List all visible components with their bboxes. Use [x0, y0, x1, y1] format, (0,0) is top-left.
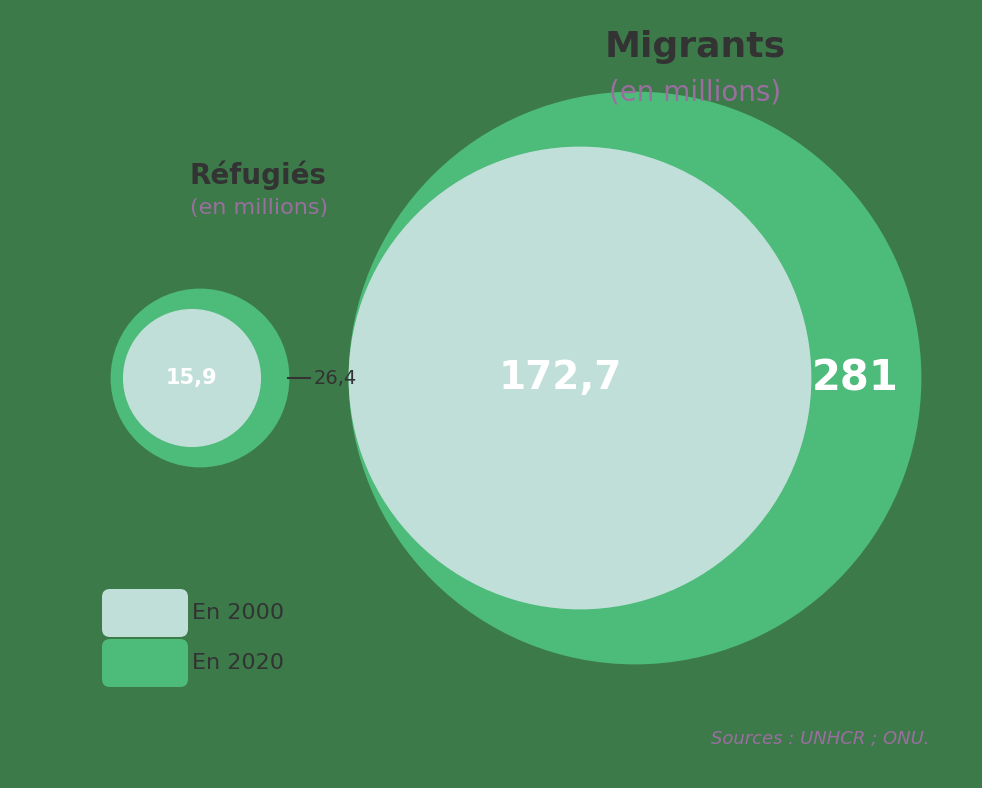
FancyBboxPatch shape	[102, 639, 188, 687]
Text: 172,7: 172,7	[498, 359, 622, 397]
Circle shape	[350, 148, 810, 608]
Circle shape	[350, 93, 920, 663]
Text: En 2020: En 2020	[192, 653, 284, 673]
Text: 26,4: 26,4	[314, 369, 357, 388]
FancyBboxPatch shape	[102, 589, 188, 637]
Text: Réfugiés: Réfugiés	[190, 160, 327, 189]
Text: Migrants: Migrants	[605, 30, 786, 64]
Text: 15,9: 15,9	[166, 368, 218, 388]
Text: 281: 281	[811, 357, 899, 399]
Circle shape	[124, 310, 260, 446]
Text: Sources : UNHCR ; ONU.: Sources : UNHCR ; ONU.	[712, 730, 930, 748]
Circle shape	[112, 290, 288, 466]
Text: En 2000: En 2000	[192, 603, 284, 623]
Text: (en millions): (en millions)	[609, 78, 781, 106]
Text: (en millions): (en millions)	[190, 198, 328, 218]
